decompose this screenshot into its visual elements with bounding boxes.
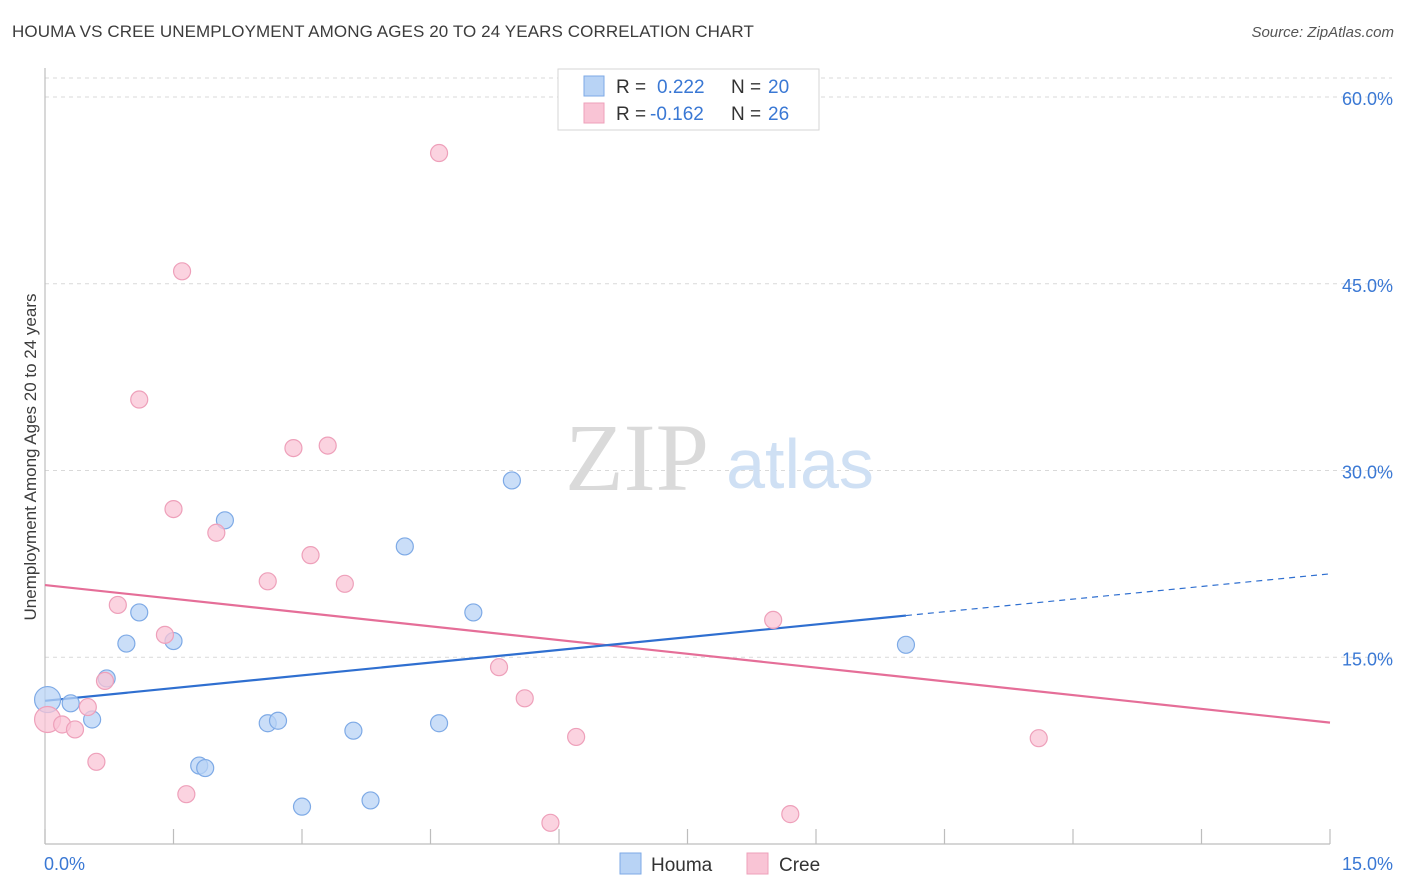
houma-point-8 — [196, 758, 215, 778]
houma-trend-extension — [905, 573, 1331, 617]
y-tick-label-3: 60.0% — [1342, 89, 1393, 109]
cree-point-13 — [258, 572, 277, 591]
grid-layer — [45, 77, 1392, 658]
cree-point-2 — [65, 720, 85, 739]
cree-point-24 — [781, 805, 800, 824]
cree-point-9 — [172, 262, 192, 281]
cree-point-15 — [301, 546, 320, 565]
cree-point-7 — [130, 390, 149, 409]
cree-point-17 — [335, 574, 354, 593]
stats-legend-houma-n-value: 20 — [768, 77, 789, 98]
stats-legend-cree-n-label: N = — [731, 104, 761, 125]
stats-legend-houma-n-label: N = — [731, 77, 761, 98]
cree-point-22 — [567, 727, 586, 747]
stats-legend: R = 0.222 N = 20 R = -0.162 N = 26 — [557, 68, 820, 131]
cree-point-12 — [207, 523, 226, 542]
houma-point-13 — [344, 721, 363, 740]
houma-point-4 — [117, 634, 136, 653]
cree-trend-line — [44, 583, 1331, 724]
cree-point-21 — [541, 813, 560, 832]
x-tick-label-0: 0.0% — [44, 854, 85, 874]
cree-point-3 — [78, 697, 97, 717]
series-legend: Houma Cree — [619, 852, 820, 876]
stats-legend-cree-r-label: R = — [616, 104, 646, 125]
y-tick-label-2: 45.0% — [1342, 276, 1393, 296]
trend-layer — [44, 573, 1331, 724]
houma-point-14 — [361, 791, 380, 810]
stats-legend-cree-n-value: 26 — [768, 104, 789, 125]
houma-point-5 — [130, 603, 149, 622]
watermark: ZIP atlas — [565, 404, 874, 511]
points-layer — [33, 143, 1048, 832]
watermark-atlas: atlas — [726, 425, 874, 503]
stats-legend-cree-r-value: -0.162 — [650, 104, 704, 125]
series-legend-houma-label: Houma — [651, 855, 713, 876]
stats-legend-houma-r-value: 0.222 — [657, 77, 705, 98]
series-legend-cree-swatch — [746, 852, 769, 875]
houma-point-11 — [268, 711, 288, 730]
cree-point-14 — [284, 438, 303, 458]
houma-point-1 — [61, 694, 80, 713]
watermark-zip: ZIP — [565, 404, 709, 511]
chart-title: HOUMA VS CREE UNEMPLOYMENT AMONG AGES 20… — [12, 22, 754, 41]
cree-point-25 — [1029, 729, 1048, 748]
cree-point-11 — [164, 499, 183, 519]
cree-point-16 — [318, 436, 337, 455]
series-legend-cree-label: Cree — [779, 855, 820, 876]
houma-point-17 — [464, 603, 483, 622]
cree-point-8 — [155, 625, 175, 644]
cree-point-23 — [764, 610, 783, 630]
cree-point-6 — [108, 595, 127, 615]
cree-point-18 — [429, 143, 449, 163]
series-legend-houma-swatch — [619, 852, 642, 875]
stats-legend-cree-swatch — [583, 102, 605, 124]
cree-point-19 — [489, 658, 509, 677]
houma-point-15 — [395, 537, 414, 556]
houma-point-9 — [215, 511, 234, 530]
y-tick-label-1: 30.0% — [1342, 463, 1393, 483]
houma-point-16 — [429, 714, 449, 733]
stats-legend-houma-swatch — [583, 75, 605, 97]
source-label: Source: ZipAtlas.com — [1251, 24, 1394, 41]
stats-legend-houma-r-label: R = — [616, 77, 646, 98]
cree-point-20 — [515, 689, 534, 708]
cree-point-5 — [95, 671, 115, 691]
houma-trend-line — [44, 614, 907, 702]
cree-point-4 — [87, 752, 106, 771]
houma-point-18 — [502, 471, 521, 490]
houma-point-12 — [292, 797, 312, 816]
houma-point-19 — [896, 635, 916, 654]
y-tick-label-0: 15.0% — [1342, 649, 1393, 669]
cree-point-10 — [177, 785, 196, 804]
x-tick-label-1: 15.0% — [1342, 854, 1393, 874]
tick-labels-layer: 15.0% 30.0% 45.0% 60.0% 0.0% 15.0% — [44, 89, 1393, 874]
